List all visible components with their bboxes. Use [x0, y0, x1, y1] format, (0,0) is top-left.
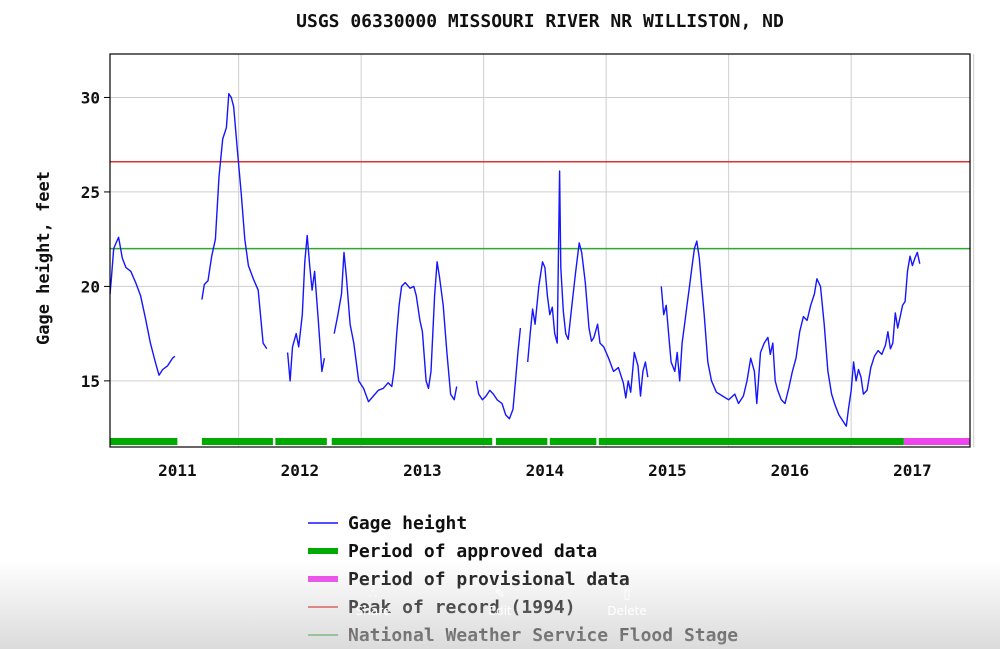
- gage-height-line: [201, 93, 268, 350]
- x-tick-label: 2013: [403, 461, 442, 480]
- legend-label-flood: National Weather Service Flood Stage: [348, 625, 738, 646]
- gage-height-line: [475, 327, 522, 420]
- plot-frame: [109, 53, 971, 448]
- x-tick-label: 2016: [771, 461, 810, 480]
- plot-background: [110, 54, 970, 447]
- x-tick-label: 2011: [158, 461, 197, 480]
- delete-button[interactable]: ▯ Delete: [597, 587, 657, 619]
- x-tick-label: 2017: [893, 461, 932, 480]
- share-label: Share: [355, 604, 391, 618]
- gage-height-line: [333, 251, 458, 403]
- edit-icon: ✎: [494, 587, 506, 602]
- approved-period-bar: [598, 438, 904, 445]
- chart-title: USGS 06330000 MISSOURI RIVER NR WILLISTO…: [296, 11, 784, 32]
- gage-height-line: [286, 234, 326, 382]
- legend-label-approved: Period of approved data: [348, 541, 597, 562]
- provisional-period-bar: [903, 438, 970, 445]
- share-button[interactable]: ∴ Share: [343, 587, 403, 619]
- legend-label-gage: Gage height: [348, 513, 467, 534]
- gage-height-line: [109, 236, 176, 376]
- approved-period-bar: [110, 438, 178, 445]
- delete-label: Delete: [607, 604, 647, 618]
- x-tick-label: 2012: [281, 461, 320, 480]
- gage-height-line: [527, 170, 649, 399]
- x-tick-label: 2014: [526, 461, 565, 480]
- approved-period-bar: [275, 438, 327, 445]
- approved-period-bar: [549, 438, 597, 445]
- y-tick-label: 25: [81, 183, 100, 202]
- approved-period-bar: [201, 438, 273, 445]
- gage-height-line: [660, 240, 921, 427]
- legend-label-provisional: Period of provisional data: [348, 569, 630, 590]
- trash-icon: ▯: [623, 587, 631, 602]
- y-tick-label: 15: [81, 372, 100, 391]
- y-axis-label: Gage height, feet: [34, 171, 54, 345]
- edit-button[interactable]: ✎ Edit: [470, 587, 530, 619]
- y-tick-label: 30: [81, 88, 100, 107]
- y-tick-label: 20: [81, 277, 100, 296]
- share-icon: ∴: [368, 587, 378, 602]
- x-tick-label: 2015: [648, 461, 687, 480]
- approved-period-bar: [331, 438, 493, 445]
- approved-period-bar: [495, 438, 548, 445]
- edit-label: Edit: [488, 604, 512, 618]
